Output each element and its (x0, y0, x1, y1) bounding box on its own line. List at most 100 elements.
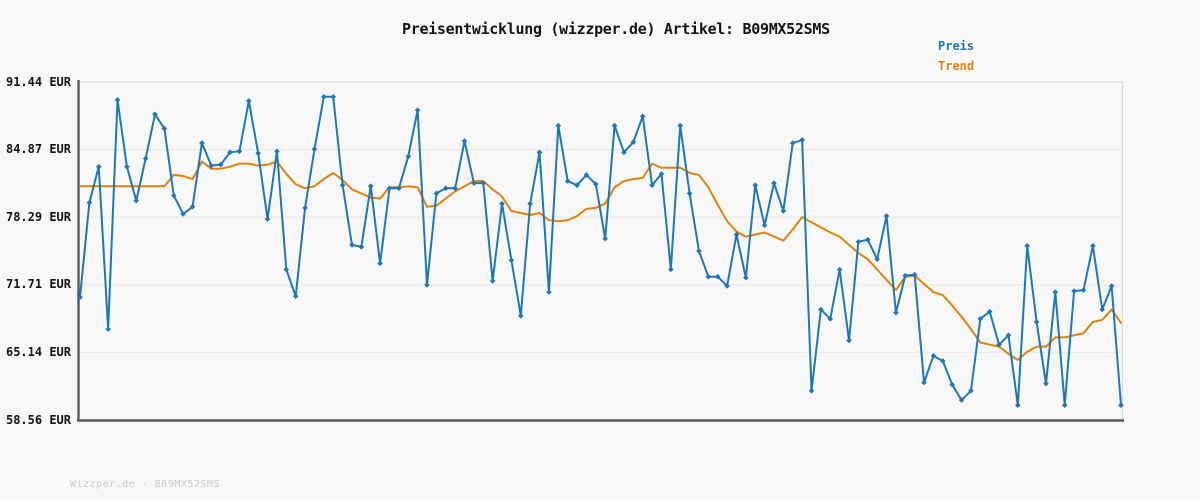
legend-item-preis: Preis (938, 39, 975, 53)
price-marker (114, 97, 121, 103)
price-marker (743, 274, 749, 281)
price-marker (855, 238, 862, 245)
price-marker (799, 137, 805, 143)
price-marker (517, 312, 524, 319)
price-marker (940, 358, 946, 364)
price-marker (471, 180, 477, 186)
price-marker (386, 185, 393, 192)
price-marker (630, 139, 637, 145)
price-marker (686, 190, 693, 197)
price-marker (1099, 306, 1106, 313)
price-marker (367, 183, 374, 190)
price-marker (489, 278, 496, 284)
price-marker (264, 216, 271, 222)
price-marker (771, 180, 777, 186)
price-marker (321, 94, 327, 100)
price-marker (527, 200, 533, 207)
price-marker (1033, 319, 1040, 325)
price-marker (574, 182, 580, 189)
price-marker (95, 163, 102, 170)
price-marker (958, 397, 965, 403)
price-marker (377, 260, 383, 267)
price-marker (696, 248, 702, 254)
price-marker (1071, 288, 1077, 294)
price-marker (283, 266, 290, 273)
price-marker (752, 182, 759, 189)
price-marker (133, 197, 140, 204)
price-marker (658, 171, 665, 177)
price-marker (274, 148, 280, 155)
price-marker (583, 172, 590, 178)
price-marker (1024, 243, 1031, 249)
price-marker (86, 199, 93, 206)
price-marker (789, 140, 796, 146)
legend-item-trend: Trend (938, 59, 975, 73)
price-marker (442, 185, 449, 192)
price-marker (621, 149, 627, 156)
price-marker (639, 113, 646, 120)
price-marker (780, 208, 787, 214)
price-marker (302, 205, 308, 211)
y-axis-tick-label: 84.87 EUR (5, 142, 71, 156)
price-marker (199, 140, 205, 146)
price-marker (433, 190, 440, 197)
price-marker (996, 341, 1002, 348)
price-marker (349, 242, 355, 248)
price-marker (424, 282, 430, 288)
price-marker (170, 192, 177, 199)
price-marker (105, 326, 111, 332)
price-marker (968, 388, 974, 394)
price-marker (480, 180, 487, 186)
price-marker (1108, 283, 1115, 289)
price-marker (761, 222, 768, 229)
price-marker (152, 111, 158, 118)
price-marker (818, 306, 824, 313)
y-axis-tick-label: 58.56 EUR (5, 413, 71, 427)
price-marker (77, 294, 83, 301)
price-marker (649, 182, 655, 189)
price-marker (124, 163, 130, 170)
price-line (79, 95, 1122, 407)
price-marker (949, 381, 955, 388)
price-marker (142, 155, 149, 162)
price-marker (911, 271, 918, 278)
price-marker (1015, 402, 1021, 408)
price-marker (921, 379, 927, 386)
y-axis-tick-label: 71.71 EUR (5, 277, 71, 291)
price-marker (396, 185, 402, 192)
price-marker (883, 213, 890, 219)
price-marker (292, 293, 299, 300)
price-marker (808, 388, 815, 394)
price-marker (714, 273, 721, 280)
chart-title: Preisentwicklung (wizzper.de) Artikel: B… (402, 20, 830, 38)
price-marker (874, 256, 880, 263)
price-marker (555, 122, 562, 129)
price-marker (846, 337, 852, 344)
price-marker (564, 178, 571, 184)
price-marker (255, 150, 261, 157)
price-marker (161, 125, 168, 132)
price-marker (677, 122, 684, 129)
price-marker (358, 244, 365, 250)
price-marker (311, 146, 318, 153)
price-marker (705, 273, 712, 280)
price-marker (208, 162, 215, 169)
price-marker (986, 308, 993, 315)
price-marker (405, 153, 412, 160)
y-axis-tick-label: 78.29 EUR (5, 210, 71, 224)
price-marker (893, 309, 899, 316)
price-marker (536, 149, 543, 156)
price-marker (414, 107, 421, 113)
price-marker (1043, 380, 1049, 387)
price-marker (246, 98, 252, 104)
price-marker (733, 231, 740, 238)
price-marker (977, 316, 984, 322)
price-marker (546, 289, 552, 295)
price-marker (508, 257, 515, 264)
price-marker (217, 161, 224, 168)
price-marker (930, 353, 937, 359)
price-marker (593, 181, 599, 187)
price-marker (864, 236, 871, 243)
